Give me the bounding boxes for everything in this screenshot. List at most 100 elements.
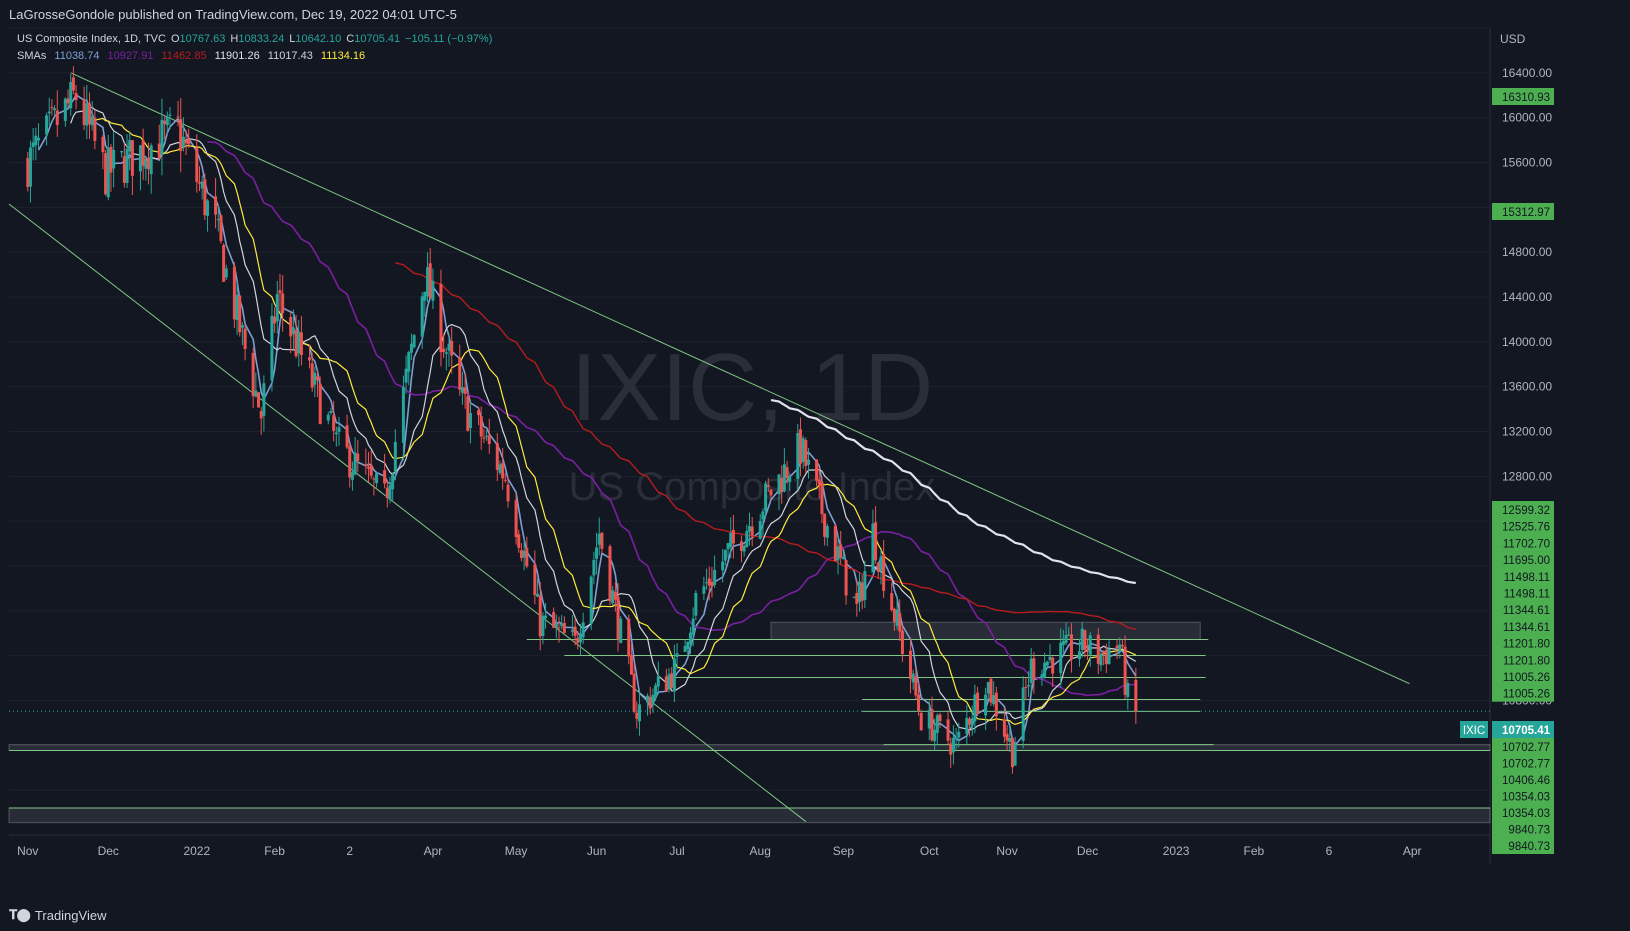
candle — [138, 144, 142, 191]
candle-body — [758, 520, 762, 539]
candle-body — [984, 694, 988, 716]
candle-body — [1064, 634, 1068, 643]
candle — [879, 549, 883, 585]
candle — [949, 737, 953, 768]
candle-body — [683, 646, 687, 652]
candle-body — [729, 532, 733, 548]
candle-body — [369, 465, 373, 476]
candle-body — [1008, 738, 1012, 742]
candle — [721, 549, 725, 583]
candle-body — [66, 98, 70, 104]
candle — [951, 725, 955, 765]
candle — [82, 86, 86, 131]
candle — [796, 423, 800, 490]
candle — [817, 466, 821, 499]
candle — [1088, 631, 1092, 667]
candle — [930, 696, 934, 743]
candle-body — [560, 623, 564, 627]
candle — [275, 281, 279, 334]
tradingview-logo[interactable]: 𝐓⬤ TradingView — [9, 907, 106, 923]
candle — [85, 84, 89, 140]
symbol-title: US Composite Index, 1D, TVC — [17, 33, 166, 45]
candle — [176, 100, 180, 127]
candle-body — [686, 642, 690, 650]
candle — [26, 152, 30, 192]
candle — [506, 476, 510, 508]
candle — [705, 568, 709, 590]
candle — [986, 681, 990, 700]
candle — [216, 203, 220, 232]
time-tick-label: 2022 — [183, 844, 210, 858]
candle-body — [195, 147, 199, 182]
candle-body — [1059, 642, 1063, 674]
candle-body — [570, 629, 574, 632]
candle — [863, 560, 867, 609]
candle — [101, 134, 105, 170]
candle-body — [976, 692, 980, 714]
candle-body — [973, 694, 977, 722]
candle-body — [825, 526, 829, 538]
candle — [447, 334, 451, 367]
candle-body — [761, 511, 765, 520]
candle-body — [589, 576, 593, 624]
candle-body — [477, 410, 481, 416]
candle-body — [206, 200, 210, 216]
zone-1 — [8, 744, 1491, 751]
candle — [332, 400, 336, 442]
candle — [1120, 639, 1124, 650]
candle — [206, 198, 210, 232]
candle — [729, 517, 733, 559]
candle — [544, 603, 548, 629]
candle-body — [71, 77, 75, 91]
candle — [595, 532, 599, 575]
ohlc-legend: US Composite Index, 1D, TVC O10767.63 H108… — [17, 33, 497, 45]
candle — [562, 616, 566, 634]
price-label-box — [1492, 551, 1554, 569]
candle-body — [914, 676, 918, 696]
candle — [667, 667, 671, 693]
candle — [935, 713, 939, 746]
candle-body — [900, 630, 904, 655]
sma-value-4: 11901.26 — [214, 50, 260, 62]
candle — [45, 112, 49, 146]
candle — [412, 333, 416, 349]
candle — [589, 575, 593, 630]
candle — [1024, 677, 1028, 700]
candle — [197, 166, 201, 192]
candle — [294, 314, 298, 359]
candle — [401, 375, 405, 461]
candle-body — [468, 413, 472, 429]
candle — [648, 686, 652, 715]
candle — [1107, 640, 1111, 665]
candle-body — [1043, 662, 1047, 678]
candle — [1123, 635, 1127, 699]
candle-body — [675, 653, 679, 658]
price-label-text: 11344.61 — [1503, 605, 1550, 617]
candle-body — [501, 463, 505, 479]
candle — [807, 448, 811, 479]
candle-body — [375, 473, 379, 484]
candle-body — [50, 107, 54, 109]
candle-body — [1078, 651, 1082, 660]
candle-body — [1040, 674, 1044, 678]
candle — [1045, 660, 1049, 669]
candle-body — [257, 392, 261, 408]
candle — [487, 418, 491, 454]
candle-body — [1002, 719, 1006, 737]
candle — [297, 319, 301, 367]
candle-body — [815, 459, 819, 481]
time-tick-label: Sep — [833, 844, 855, 858]
trendline-0 — [70, 72, 1410, 685]
candle — [898, 599, 902, 642]
candle-body — [892, 608, 896, 623]
candle-body — [401, 386, 405, 443]
candle-body — [450, 340, 454, 356]
candle-body — [482, 437, 486, 439]
candle — [874, 506, 878, 564]
candle-body — [69, 82, 73, 109]
candle-body — [817, 479, 821, 485]
candle-body — [262, 383, 266, 416]
price-label-box — [1492, 203, 1554, 220]
candle-body — [951, 737, 955, 753]
